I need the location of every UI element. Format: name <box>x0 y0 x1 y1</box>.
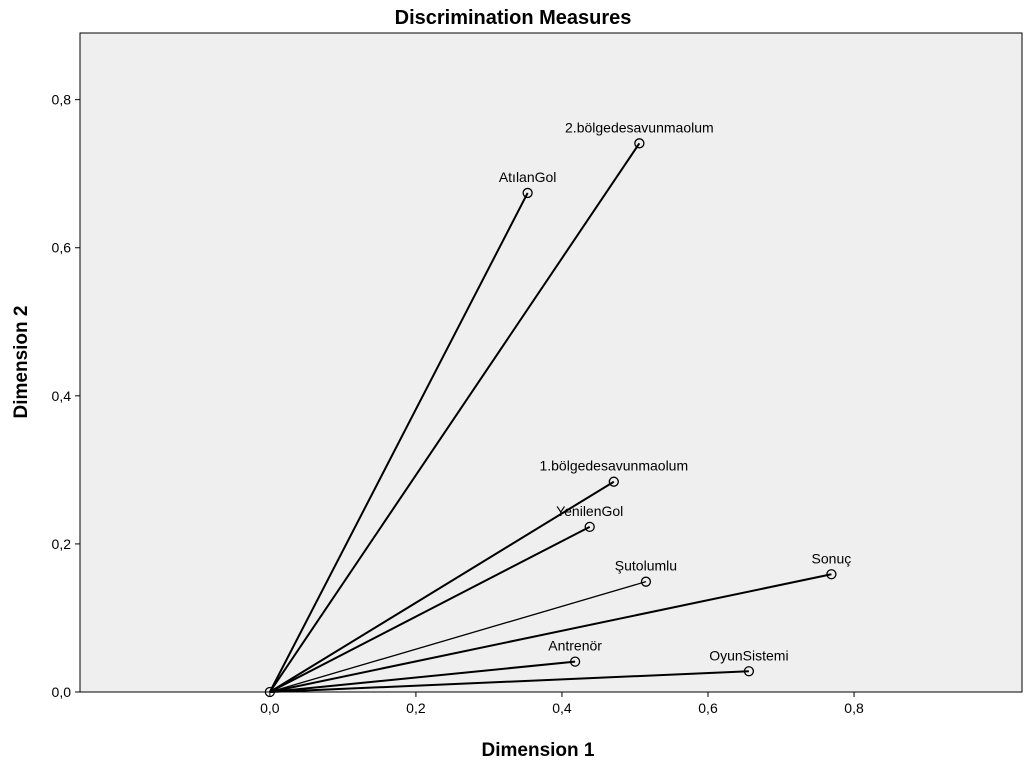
plot-area <box>79 32 1023 693</box>
point-marker <box>522 187 533 199</box>
vector-line <box>269 660 576 693</box>
point-label: Şutolumlu <box>615 558 677 574</box>
x-tick-label: 0,0 <box>260 700 280 716</box>
point-label: YenilenGol <box>556 503 623 519</box>
chart-title: Discrimination Measures <box>395 7 632 29</box>
point-label: Sonuç <box>812 550 852 566</box>
x-axis-title: Dimension 1 <box>482 740 595 761</box>
point-marker <box>743 666 755 677</box>
point-label: 1.bölgedesavunmaolum <box>539 458 688 474</box>
vector-line <box>269 480 615 693</box>
point-marker <box>569 656 581 667</box>
vector-line <box>269 670 749 693</box>
point-marker <box>826 569 837 580</box>
y-tick-label: 0,4 <box>52 388 72 404</box>
y-tick-label: 0,6 <box>52 240 72 256</box>
x-tick-label: 0,4 <box>552 700 572 716</box>
point-label: AtılanGol <box>499 169 557 185</box>
y-tick-label: 0,8 <box>52 92 72 108</box>
vector-line <box>268 192 529 693</box>
vector-line <box>269 142 641 693</box>
point-labels: 2.bölgedesavunmaolum AtılanGol 1.bölgedesa… <box>499 119 851 663</box>
vector-lines <box>268 142 832 693</box>
point-label: 2.bölgedesavunmaolum <box>565 119 714 135</box>
vector-line <box>269 573 832 693</box>
point-markers <box>264 138 837 698</box>
point-marker <box>634 138 645 149</box>
x-tick-label: 0,2 <box>406 700 426 716</box>
y-tick-label: 0,0 <box>52 684 72 700</box>
point-label: OyunSistemi <box>709 647 788 663</box>
vector-line <box>269 581 647 693</box>
x-tick-label: 0,8 <box>844 700 864 716</box>
y-tick-label: 0,2 <box>52 536 72 552</box>
x-tick-label: 0,6 <box>698 700 718 716</box>
point-label: Antrenör <box>548 638 602 654</box>
axis-ticks: 0,0 0,2 0,4 0,6 0,8 0,0 0,2 0,4 0,6 0,8 <box>52 92 864 716</box>
point-marker <box>608 476 619 487</box>
point-marker <box>584 521 595 533</box>
origin-marker <box>264 686 276 698</box>
y-axis-title: Dimension 2 <box>11 306 32 419</box>
vector-line <box>269 525 591 693</box>
point-marker <box>640 576 652 587</box>
